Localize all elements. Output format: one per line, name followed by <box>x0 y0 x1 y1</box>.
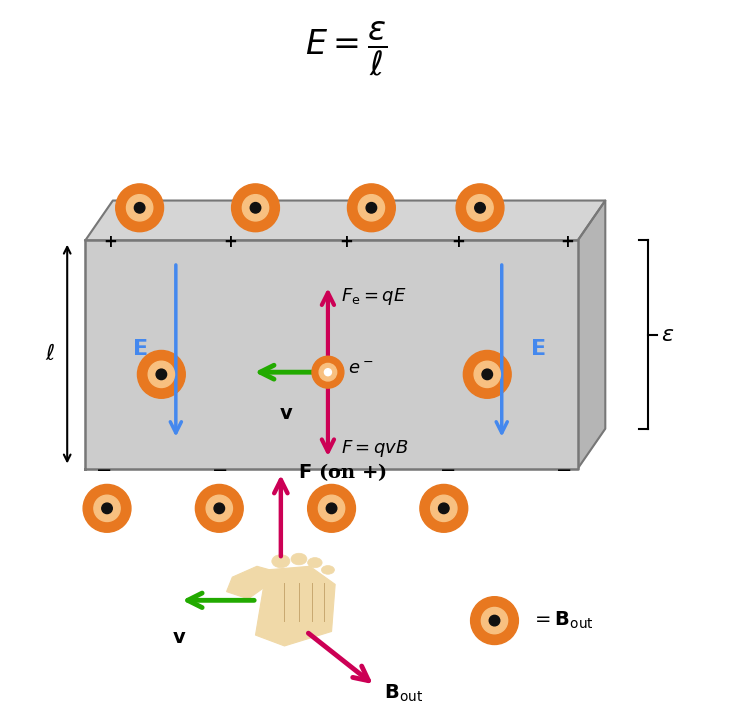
Text: $\mathbf{v}$: $\mathbf{v}$ <box>279 405 293 423</box>
Ellipse shape <box>272 555 290 568</box>
Text: $\mathbf{B}_{\rm out}$: $\mathbf{B}_{\rm out}$ <box>385 683 424 704</box>
Polygon shape <box>226 566 270 599</box>
Text: $\ell$: $\ell$ <box>46 343 56 365</box>
Circle shape <box>358 195 385 221</box>
Circle shape <box>232 184 280 232</box>
Circle shape <box>430 495 457 521</box>
Circle shape <box>325 369 332 376</box>
Circle shape <box>251 203 261 213</box>
Circle shape <box>312 356 344 388</box>
Circle shape <box>196 484 243 532</box>
Text: $\mathbf{E}$: $\mathbf{E}$ <box>132 338 148 360</box>
Text: $F_{\rm e} = qE$: $F_{\rm e} = qE$ <box>341 286 406 307</box>
Circle shape <box>156 369 166 379</box>
Polygon shape <box>86 201 605 241</box>
Circle shape <box>94 495 120 521</box>
Circle shape <box>319 495 345 521</box>
Text: $e^-$: $e^-$ <box>348 361 374 378</box>
Circle shape <box>137 350 185 398</box>
Circle shape <box>470 597 518 645</box>
Circle shape <box>439 503 449 513</box>
Ellipse shape <box>291 553 307 565</box>
Text: $\mathbf{F}$ (on +): $\mathbf{F}$ (on +) <box>298 461 386 483</box>
Circle shape <box>214 503 224 513</box>
Circle shape <box>148 361 175 387</box>
Polygon shape <box>578 201 605 468</box>
Circle shape <box>456 184 504 232</box>
Circle shape <box>102 503 112 513</box>
Text: $\mathit{E} = \dfrac{\varepsilon}{\ell}$: $\mathit{E} = \dfrac{\varepsilon}{\ell}$ <box>305 19 387 78</box>
Polygon shape <box>256 566 335 646</box>
Circle shape <box>326 503 337 513</box>
Text: $= \mathbf{B}_{\rm out}$: $= \mathbf{B}_{\rm out}$ <box>531 610 594 631</box>
Circle shape <box>482 608 508 634</box>
Circle shape <box>489 615 500 626</box>
Text: +: + <box>104 233 118 251</box>
Polygon shape <box>86 241 578 468</box>
Text: $\mathbf{v}$: $\mathbf{v}$ <box>172 630 187 647</box>
Circle shape <box>475 203 485 213</box>
Text: $\varepsilon$: $\varepsilon$ <box>661 324 674 345</box>
Text: $-$: $-$ <box>211 459 227 478</box>
Circle shape <box>482 369 493 379</box>
Circle shape <box>466 195 494 221</box>
Text: $\mathbf{E}$: $\mathbf{E}$ <box>530 338 546 360</box>
Circle shape <box>127 195 153 221</box>
Circle shape <box>83 484 131 532</box>
Circle shape <box>474 361 500 387</box>
Text: $-$: $-$ <box>95 459 112 478</box>
Circle shape <box>464 350 512 398</box>
Circle shape <box>308 484 356 532</box>
Text: +: + <box>339 233 353 251</box>
Text: +: + <box>224 233 237 251</box>
Text: $-$: $-$ <box>440 459 455 478</box>
Text: $F = qvB$: $F = qvB$ <box>341 438 409 459</box>
Circle shape <box>320 364 337 381</box>
Text: +: + <box>452 233 465 251</box>
Text: +: + <box>560 233 574 251</box>
Circle shape <box>206 495 232 521</box>
Circle shape <box>366 203 376 213</box>
Circle shape <box>242 195 268 221</box>
Circle shape <box>347 184 395 232</box>
Circle shape <box>420 484 468 532</box>
Circle shape <box>116 184 164 232</box>
Ellipse shape <box>308 558 322 568</box>
Ellipse shape <box>322 566 334 574</box>
Text: $-$: $-$ <box>327 459 344 478</box>
Circle shape <box>134 203 145 213</box>
Text: $-$: $-$ <box>555 459 572 478</box>
